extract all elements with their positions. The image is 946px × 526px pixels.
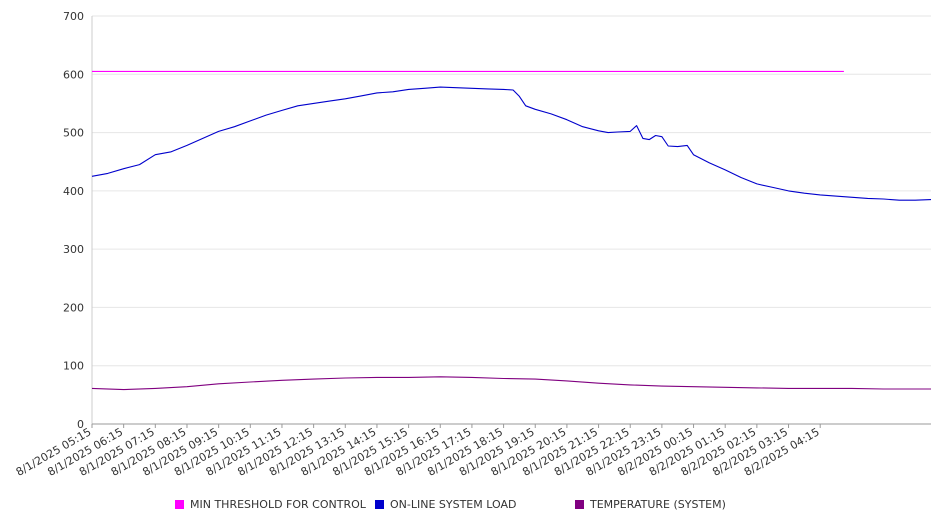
legend-label: ON-LINE SYSTEM LOAD <box>390 498 517 511</box>
series-lines <box>91 70 932 391</box>
axes <box>91 16 931 428</box>
y-tick-label: 300 <box>63 243 84 256</box>
legend-item-temperature[interactable]: TEMPERATURE (SYSTEM) <box>575 498 726 511</box>
legend-label: MIN THRESHOLD FOR CONTROL <box>190 498 366 511</box>
legend-label: TEMPERATURE (SYSTEM) <box>590 498 726 511</box>
legend-item-system-load[interactable]: ON-LINE SYSTEM LOAD <box>375 498 516 511</box>
legend-item-min-threshold[interactable]: MIN THRESHOLD FOR CONTROL <box>175 498 366 511</box>
y-tick-label: 700 <box>63 10 84 23</box>
series-line <box>91 86 932 201</box>
legend-swatch <box>175 500 184 509</box>
y-tick-label: 500 <box>63 127 84 140</box>
y-tick-label: 400 <box>63 185 84 198</box>
legend-swatch <box>375 500 384 509</box>
grid-lines <box>92 15 931 367</box>
legend: MIN THRESHOLD FOR CONTROL ON-LINE SYSTEM… <box>0 498 946 516</box>
y-tick-label: 0 <box>77 418 84 431</box>
y-tick-label: 600 <box>63 68 84 81</box>
y-tick-label: 100 <box>63 360 84 373</box>
series-line <box>91 376 931 391</box>
y-tick-labels: 0 100 200 300 400 500 600 700 <box>63 10 84 431</box>
y-tick-label: 200 <box>63 301 84 314</box>
x-tick-labels: 8/1/2025 05:158/1/2025 06:158/1/2025 07:… <box>14 425 822 479</box>
legend-swatch <box>575 500 584 509</box>
